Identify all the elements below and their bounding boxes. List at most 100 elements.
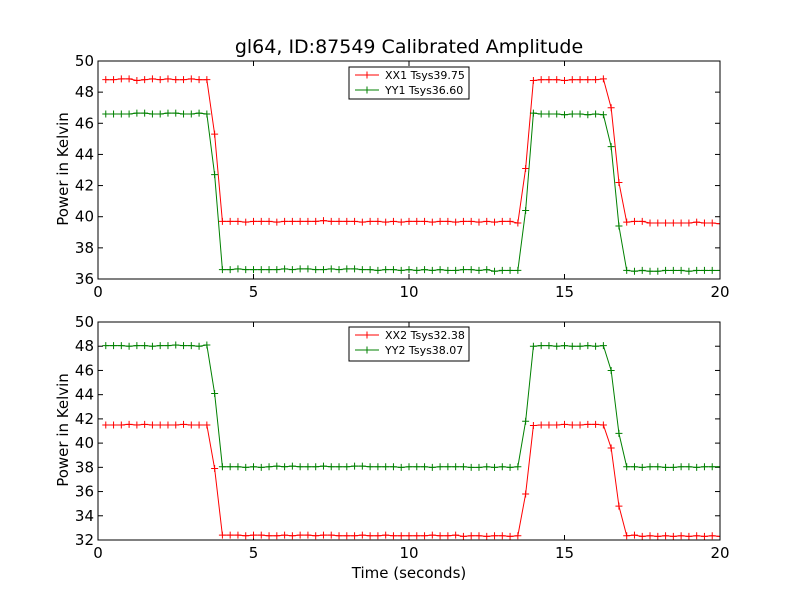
top-series-2-point bbox=[646, 267, 654, 275]
top-series-2-point bbox=[506, 266, 514, 274]
top-series-2-point bbox=[467, 266, 475, 274]
top-series-2-point bbox=[607, 143, 615, 151]
top-series-2-point bbox=[296, 265, 304, 273]
bottom-series-1-point bbox=[537, 421, 545, 429]
bottom-series-1-point bbox=[226, 531, 234, 539]
bottom-y-tick-label: 48 bbox=[75, 337, 94, 355]
top-series-2-point bbox=[389, 266, 397, 274]
bottom-series-1-point bbox=[164, 421, 172, 429]
bottom-series-1-point bbox=[382, 531, 390, 539]
bottom-series-line-2 bbox=[105, 344, 720, 468]
bottom-x-tick-label: 5 bbox=[249, 544, 259, 562]
top-series-1-point bbox=[148, 75, 156, 83]
bottom-series-2-point bbox=[436, 463, 444, 471]
bottom-legend-box bbox=[348, 326, 470, 362]
top-series-2-point bbox=[693, 266, 701, 274]
bottom-series-2-point bbox=[700, 463, 708, 471]
bottom-x-tick-label: 10 bbox=[399, 544, 418, 562]
bottom-series-1-point bbox=[669, 532, 677, 540]
bottom-series-2-point bbox=[343, 463, 351, 471]
top-series-2-point bbox=[592, 110, 600, 118]
top-series-1-point bbox=[172, 76, 180, 84]
subplot-bottom: 0 5 10 15 20 32 34 36 38 40 42 44 46 48 50 XX2 Tsys32.3… bbox=[75, 313, 730, 562]
bottom-series-2-point bbox=[242, 463, 250, 471]
bottom-series-2-point bbox=[226, 463, 234, 471]
top-series-2-point bbox=[421, 266, 429, 274]
top-series-2-point bbox=[483, 266, 491, 274]
top-series-1-point bbox=[459, 217, 467, 225]
top-legend-label-1: XX1 Tsys39.75 bbox=[385, 69, 465, 82]
bottom-series-2-point bbox=[467, 463, 475, 471]
top-series-1-point bbox=[553, 76, 561, 84]
top-series-2-point bbox=[257, 266, 265, 274]
x-axis-label: Time (seconds) bbox=[351, 564, 467, 582]
top-series-2-point bbox=[366, 266, 374, 274]
bottom-series-2-point bbox=[561, 342, 568, 350]
bottom-series-2-point bbox=[491, 463, 499, 471]
top-series-2-point bbox=[125, 110, 133, 118]
top-series-1-point bbox=[382, 218, 390, 226]
bottom-series-2-point bbox=[257, 463, 265, 471]
top-series-1-point bbox=[607, 104, 615, 112]
bottom-series-2-point bbox=[110, 342, 118, 350]
top-series-2-point bbox=[685, 267, 693, 275]
bottom-series-2-point bbox=[304, 463, 312, 471]
top-series-1-point bbox=[156, 76, 164, 84]
top-series-2-point bbox=[553, 110, 561, 118]
top-series-1-point bbox=[584, 76, 592, 84]
top-series-2-point bbox=[117, 110, 125, 118]
bottom-y-tick-label: 36 bbox=[75, 483, 94, 501]
bottom-legend-marker-1 bbox=[363, 331, 371, 339]
bottom-series-1-point bbox=[281, 531, 289, 539]
top-series-2-point bbox=[358, 266, 366, 274]
bottom-series-1-point bbox=[203, 421, 211, 429]
top-series-2-point bbox=[133, 109, 141, 117]
top-y-tick-label: 38 bbox=[75, 239, 94, 257]
bottom-series-1-point bbox=[654, 532, 662, 540]
top-y-tick-label: 50 bbox=[75, 52, 94, 70]
top-series-line-2 bbox=[105, 112, 720, 272]
bottom-series-1-point bbox=[234, 531, 242, 539]
bottom-series-line-1 bbox=[105, 423, 720, 537]
bottom-series-1-point bbox=[110, 421, 118, 429]
top-series-1-point bbox=[211, 130, 219, 138]
bottom-series-2-point bbox=[351, 462, 359, 470]
top-series-2-point bbox=[514, 266, 522, 274]
bottom-y-tick-label: 40 bbox=[75, 434, 94, 452]
top-series-1-point bbox=[498, 217, 506, 225]
bottom-series-2-point bbox=[187, 342, 195, 350]
top-series-2-point bbox=[141, 109, 149, 117]
top-series-2-point bbox=[327, 265, 335, 273]
bottom-legend-label-2: YY2 Tsys38.07 bbox=[384, 344, 463, 357]
top-series-1-point bbox=[444, 217, 452, 225]
bottom-series-2-point bbox=[358, 462, 366, 470]
bottom-series-1-point bbox=[638, 532, 646, 540]
bottom-series-2-point bbox=[218, 463, 226, 471]
top-series-1-point bbox=[273, 218, 281, 226]
top-series-1-point bbox=[257, 217, 265, 225]
bottom-series-2-point bbox=[102, 342, 110, 350]
bottom-y-tick-label: 32 bbox=[75, 531, 94, 549]
top-series-2-point bbox=[623, 266, 631, 274]
bottom-series-1-point bbox=[514, 532, 522, 540]
top-series-1-point bbox=[203, 76, 211, 84]
bottom-series-2-point bbox=[250, 463, 257, 471]
bottom-series-1-point bbox=[250, 531, 257, 539]
top-series-1-point bbox=[288, 217, 296, 225]
bottom-series-2-point bbox=[654, 463, 662, 471]
top-series-1-point bbox=[234, 217, 242, 225]
bottom-series-2-point bbox=[677, 463, 685, 471]
bottom-series-1-point bbox=[498, 532, 506, 540]
bottom-legend: XX2 Tsys32.38 YY2 Tsys38.07 bbox=[348, 326, 470, 362]
bottom-series-1-point bbox=[576, 421, 584, 429]
top-series-1-point bbox=[335, 217, 343, 225]
bottom-series-1-point bbox=[599, 421, 607, 429]
bottom-series-1-point bbox=[156, 421, 164, 429]
top-series-2-point bbox=[576, 110, 584, 118]
top-series-1-point bbox=[397, 218, 405, 226]
bottom-series-1-point bbox=[568, 421, 576, 429]
top-series-2-point bbox=[630, 267, 638, 275]
bottom-series-2-point bbox=[638, 463, 646, 471]
bottom-series-1-point bbox=[397, 532, 405, 540]
top-series-2-point bbox=[218, 266, 226, 274]
